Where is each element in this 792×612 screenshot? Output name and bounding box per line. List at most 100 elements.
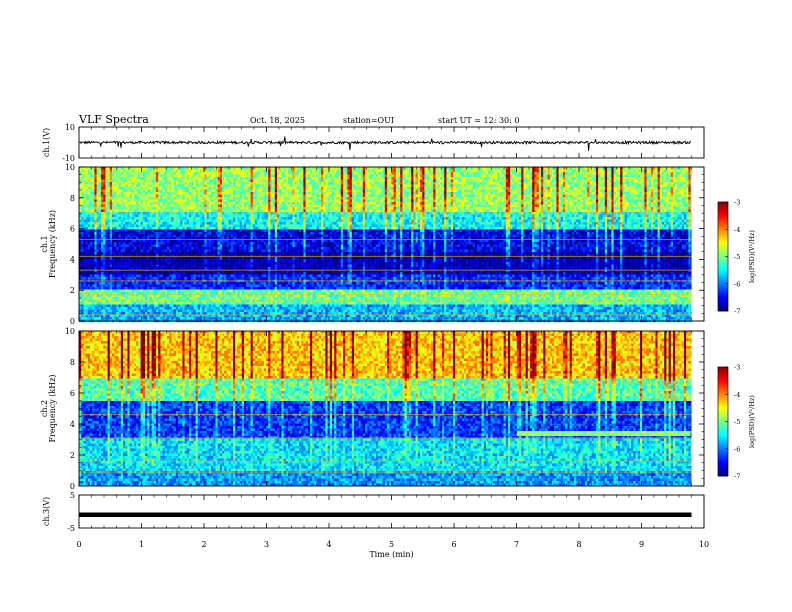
spectrogram-cell	[92, 174, 95, 178]
spectrogram-cell	[477, 202, 480, 205]
spectrogram-cell	[281, 179, 284, 183]
spectrogram-cell	[98, 179, 102, 183]
spectrogram-cell	[354, 204, 357, 208]
spectrogram-cell	[305, 194, 308, 198]
spectrogram-cell	[409, 207, 412, 210]
spectrogram-cell	[587, 169, 590, 173]
spectrogram-cell	[171, 174, 174, 178]
spectrogram-cell	[664, 174, 667, 178]
spectrogram-cell	[472, 189, 476, 193]
spectrogram-cell	[134, 192, 137, 195]
spectrogram-cell	[241, 202, 245, 205]
spectrogram-cell	[510, 189, 513, 193]
spectrogram-cell	[268, 204, 271, 208]
spectrogram-cell	[490, 177, 493, 180]
spectrogram-cell	[629, 169, 632, 173]
spectrogram-cell	[406, 184, 410, 188]
spectrogram-cell	[129, 172, 132, 175]
spectrogram-cell	[464, 204, 467, 208]
spectrogram-cell	[173, 177, 176, 180]
spectrogram-cell	[263, 209, 267, 213]
spectrogram-cell	[200, 177, 203, 180]
spectrogram-cell	[332, 207, 335, 210]
spectrogram-cell	[378, 189, 381, 193]
spectrogram-cell	[301, 202, 304, 205]
spectrogram-cell	[651, 192, 654, 195]
spectrogram-cell	[116, 207, 119, 210]
spectrogram-cell	[376, 199, 379, 203]
spectrogram-cell	[125, 189, 128, 193]
spectrogram-cell	[327, 204, 330, 208]
spectrogram-cell	[305, 189, 308, 193]
spectrogram-cell	[123, 179, 126, 183]
spectrogram-cell	[475, 167, 478, 170]
spectrogram-cell	[532, 169, 535, 173]
spectrogram-cell	[602, 199, 605, 203]
spectrogram-cell	[316, 209, 319, 213]
spectrogram-cell	[208, 204, 212, 208]
spectrogram-cell	[369, 169, 372, 173]
spectrogram-cell	[679, 207, 682, 210]
spectrogram-cell	[296, 184, 300, 188]
spectrogram-cell	[382, 207, 385, 210]
spectrogram-cell	[560, 179, 564, 183]
spectrogram-cell	[651, 197, 654, 200]
spectrogram-cell	[79, 172, 82, 175]
spectrogram-cell	[131, 204, 135, 208]
spectrogram-cell	[604, 207, 608, 210]
spectrogram-cell	[340, 184, 344, 188]
spectrogram-cell	[479, 197, 482, 200]
spectrogram-cell	[158, 174, 161, 178]
spectrogram-cell	[681, 182, 685, 185]
spectrogram-cell	[395, 207, 399, 210]
spectrogram-cell	[499, 194, 502, 198]
spectrogram-cell	[435, 197, 438, 200]
spectrogram-cell	[413, 172, 416, 175]
spectrogram-cell	[301, 172, 304, 175]
spectrogram-cell	[519, 189, 522, 193]
spectrogram-cell	[195, 194, 198, 198]
spectrogram-cell	[450, 169, 454, 173]
spectrogram-cell	[679, 194, 682, 198]
spectrogram-cell	[208, 174, 212, 178]
spectrogram-cell	[96, 192, 99, 195]
spectrogram-cell	[215, 199, 218, 203]
spectrogram-cell	[609, 207, 612, 210]
spectrogram-cell	[206, 204, 209, 208]
spectrogram-cell	[391, 167, 394, 170]
spectrogram-cell	[602, 169, 605, 173]
spectrogram-cell	[105, 184, 108, 188]
spectrogram-cell	[402, 204, 405, 208]
spectrogram-cell	[182, 199, 185, 203]
spectrogram-cell	[246, 197, 249, 200]
spectrogram-cell	[585, 204, 588, 208]
spectrogram-cell	[653, 169, 656, 173]
spectrogram-cell	[351, 182, 355, 185]
spectrogram-cell	[127, 174, 130, 178]
spectrogram-cell	[224, 197, 227, 200]
spectrogram-cell	[514, 202, 517, 205]
spectrogram-cell	[387, 202, 390, 205]
spectrogram-cell	[521, 204, 524, 208]
spectrogram-cell	[501, 197, 504, 200]
spectrogram-cell	[567, 192, 570, 195]
spectrogram-cell	[499, 192, 502, 195]
spectrogram-cell	[206, 179, 209, 183]
spectrogram-cell	[629, 172, 632, 175]
spectrogram-cell	[519, 179, 522, 183]
spectrogram-cell	[373, 167, 377, 170]
spectrogram-cell	[653, 167, 656, 170]
spectrogram-cell	[105, 169, 108, 173]
spectrogram-cell	[334, 192, 337, 195]
spectrogram-cell	[508, 192, 511, 195]
spectrogram-cell	[448, 169, 451, 173]
spectrogram-cell	[501, 169, 504, 173]
spectrogram-cell	[563, 174, 566, 178]
spectrogram-cell	[409, 167, 412, 170]
spectrogram-cell	[268, 207, 271, 210]
spectrogram-cell	[296, 192, 300, 195]
spectrogram-cell	[431, 182, 434, 185]
spectrogram-cell	[314, 194, 317, 198]
spectrogram-cell	[431, 197, 434, 200]
spectrogram-cell	[158, 187, 161, 190]
